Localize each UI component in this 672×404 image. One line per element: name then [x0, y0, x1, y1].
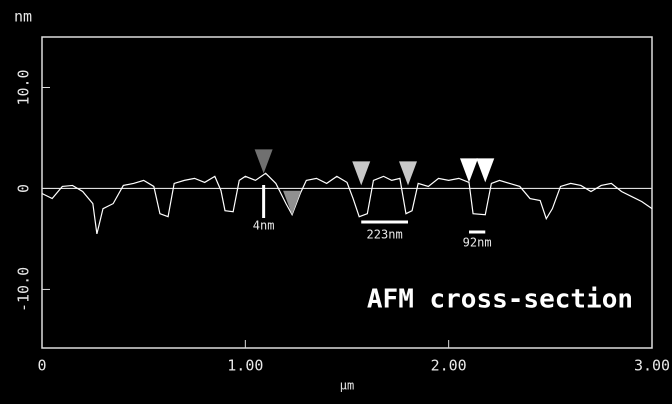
x-tick-label: 3.00 — [634, 357, 670, 375]
cursor-marker — [476, 158, 495, 183]
x-tick-label: 1.00 — [227, 357, 263, 375]
cursor-marker — [352, 161, 371, 186]
cursor-marker — [283, 190, 302, 215]
annotation: 92nm — [463, 236, 492, 250]
y-tick-label: -10.0 — [15, 267, 33, 312]
profile-line — [41, 172, 653, 235]
cursor-marker — [254, 149, 273, 174]
cursor-marker — [460, 158, 478, 183]
cursor-marker — [399, 161, 417, 186]
annotation: 4nm — [253, 219, 275, 233]
x-axis-label: µm — [340, 379, 354, 393]
plot-frame — [41, 36, 653, 349]
y-tick-label: 0 — [15, 184, 33, 193]
x-tick-label: 0 — [37, 357, 46, 375]
x-tick-label: 2.00 — [431, 357, 467, 375]
annotation-title: AFM cross-section — [367, 285, 633, 315]
y-tick-label: 10.0 — [15, 69, 33, 105]
y-axis-label: nm — [14, 8, 32, 26]
annotation: 223nm — [367, 228, 403, 242]
